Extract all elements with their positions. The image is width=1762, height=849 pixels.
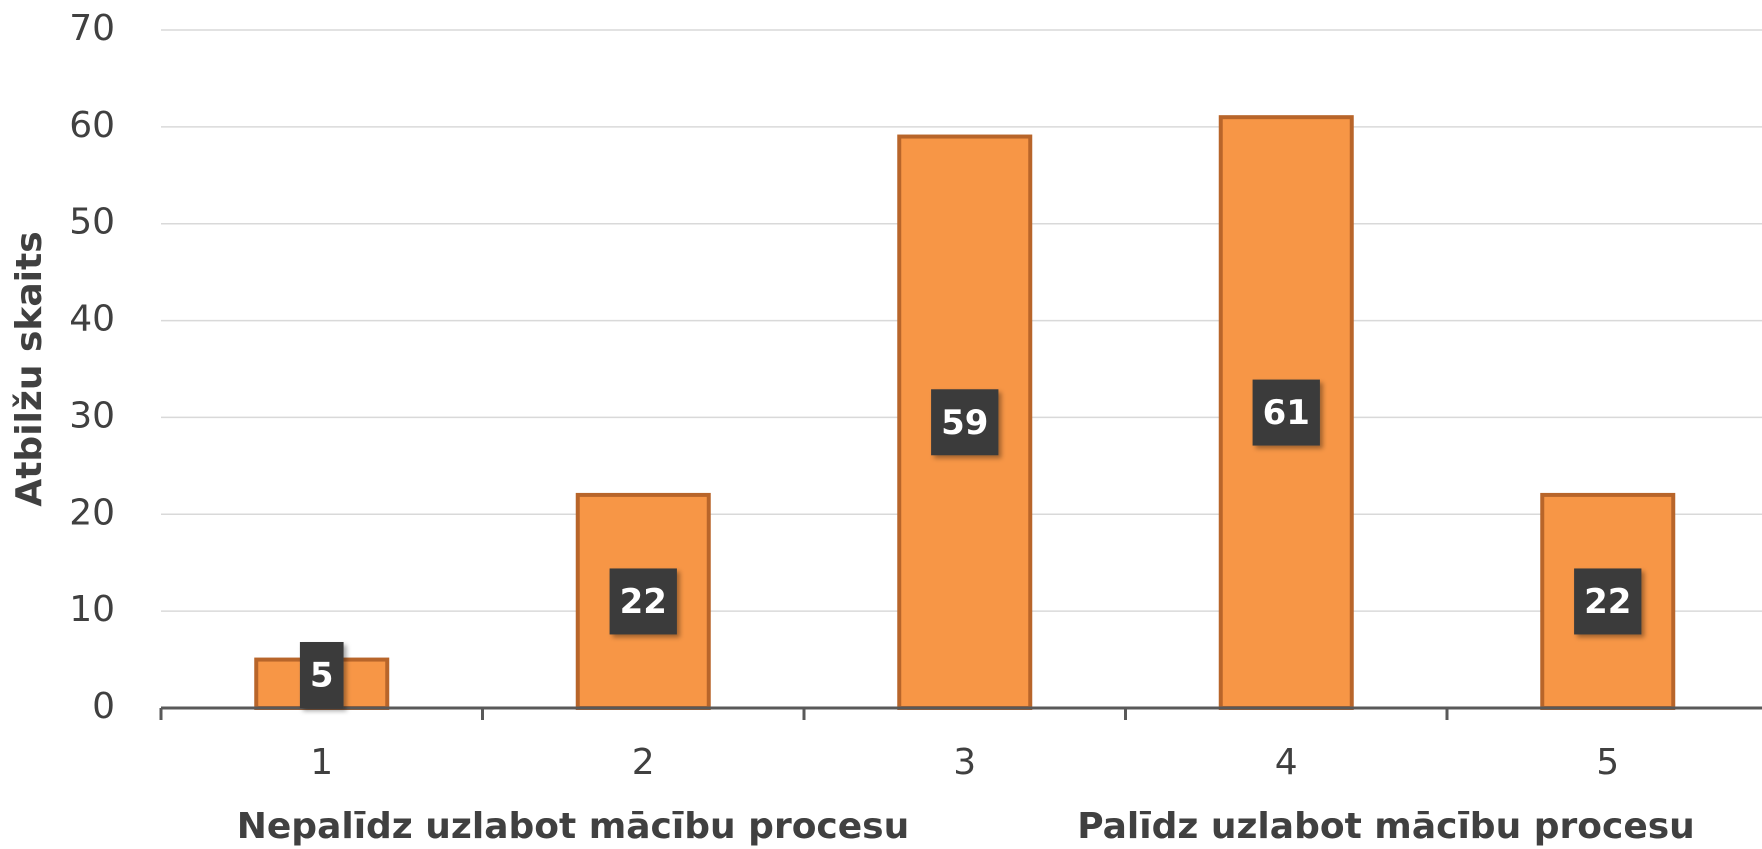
data-label: 22 [620, 582, 667, 622]
data-label: 61 [1263, 393, 1310, 433]
y-tick-label: 50 [69, 202, 115, 243]
y-tick-label: 40 [69, 299, 115, 340]
y-tick-label: 30 [69, 395, 115, 436]
data-label-box [931, 389, 999, 456]
x-tick-label: 2 [632, 742, 655, 783]
x-tick-label: 4 [1275, 742, 1298, 783]
data-label-box [299, 642, 344, 708]
x-tick-label: 3 [953, 742, 976, 783]
y-axis-title: Atbilžu skaits [9, 231, 50, 506]
y-tick-label: 10 [69, 589, 115, 630]
data-label: 5 [310, 656, 334, 696]
y-tick-label: 0 [92, 686, 115, 727]
data-label: 22 [1584, 582, 1631, 622]
y-tick-label: 20 [69, 492, 115, 533]
annotation: Palīdz uzlabot mācību procesu [1077, 806, 1695, 847]
data-label-box [1252, 379, 1320, 446]
x-tick-label: 5 [1596, 742, 1619, 783]
data-label-box [1574, 568, 1642, 635]
data-label-box [609, 568, 677, 635]
annotation: Nepalīdz uzlabot mācību procesu [237, 806, 910, 847]
y-tick-label: 60 [69, 105, 115, 146]
y-tick-label: 70 [69, 8, 115, 49]
data-label: 59 [941, 403, 988, 443]
x-tick-label: 1 [310, 742, 333, 783]
